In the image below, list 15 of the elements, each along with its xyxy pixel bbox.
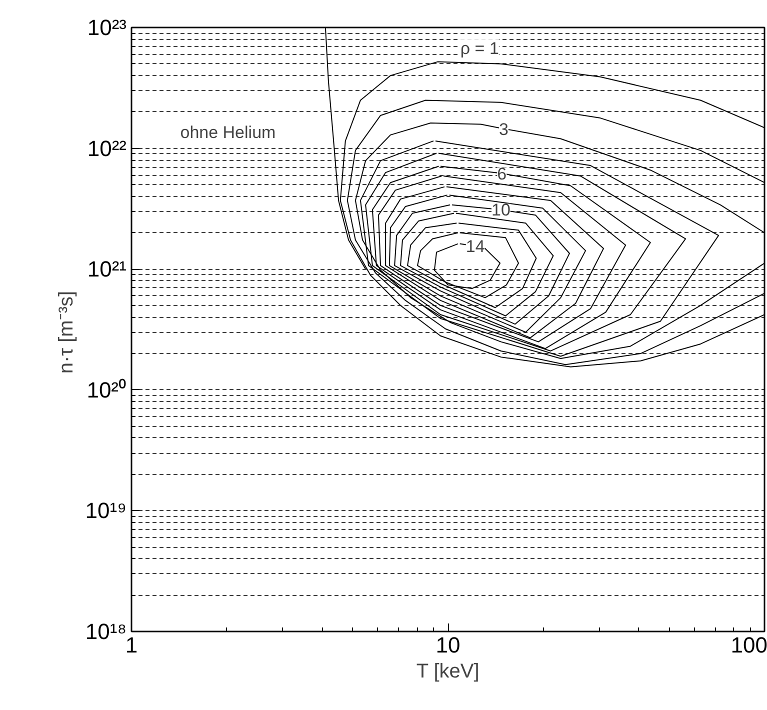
annotation: ρ = 1 [460,39,499,58]
y-tick-label: 10²² [87,136,126,161]
y-axis-title: n·τ [m⁻³s] [55,290,78,374]
annotation: 3 [499,120,508,139]
y-tick-label: 10²⁰ [86,377,126,402]
y-tick-label: 10¹⁸ [85,619,126,644]
x-axis-title: T [keV] [416,660,480,682]
x-tick-label: 1 [125,632,138,658]
annotation: 6 [497,164,507,184]
y-tick-label: 10¹⁹ [85,498,126,524]
y-tick-label: 10²³ [87,15,126,40]
x-tick-label: 10 [436,632,460,658]
x-tick-label: 100 [730,632,767,658]
annotation: ohne Helium [180,123,276,142]
y-tick-label: 10²¹ [87,256,126,282]
